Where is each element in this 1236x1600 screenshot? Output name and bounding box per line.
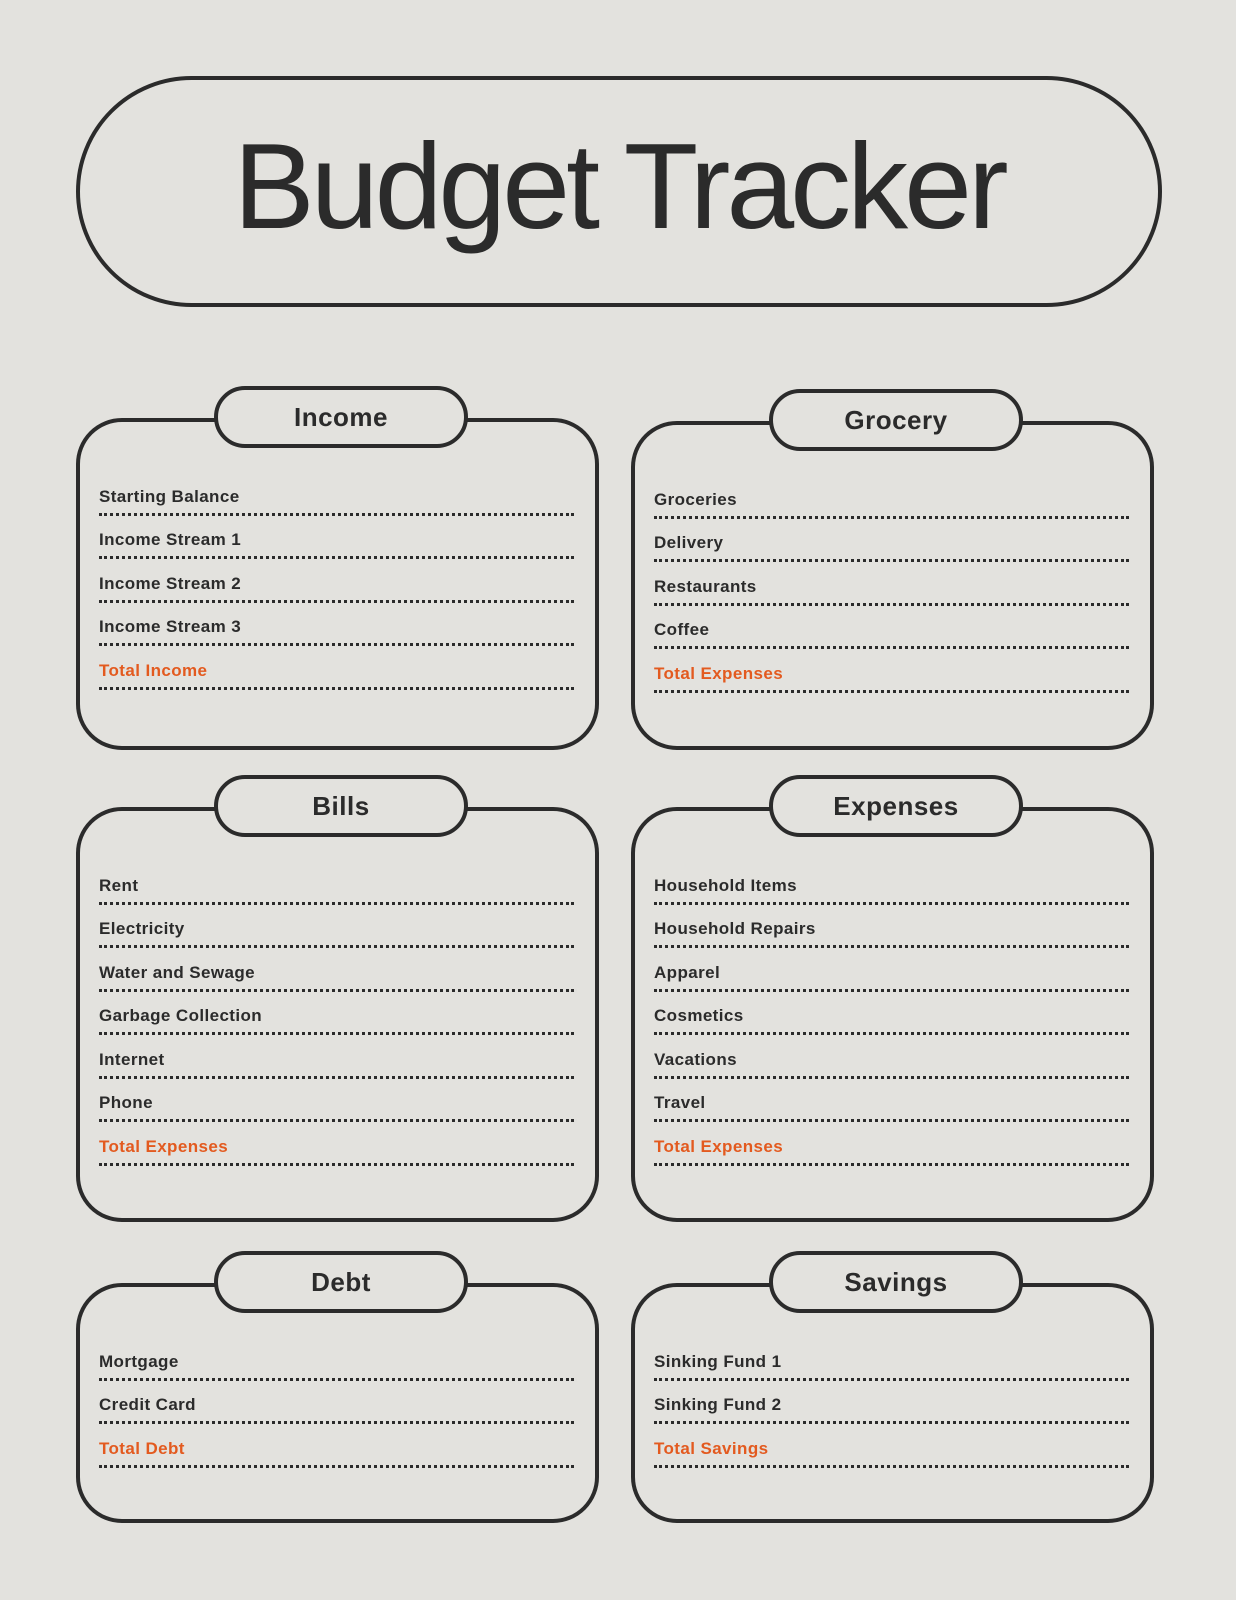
page-title: Budget Tracker bbox=[233, 117, 1008, 254]
list-item[interactable]: Income Stream 1 bbox=[99, 516, 574, 559]
list-item[interactable]: Sinking Fund 1 bbox=[654, 1337, 1129, 1381]
total-label: Total Expenses bbox=[654, 663, 784, 683]
list-item[interactable]: Electricity bbox=[99, 905, 574, 948]
list-item[interactable]: Sinking Fund 2 bbox=[654, 1381, 1129, 1424]
list-item[interactable]: Credit Card bbox=[99, 1381, 574, 1424]
item-label: Internet bbox=[99, 1049, 165, 1069]
section-rows: Groceries Delivery Restaurants Coffee Total … bbox=[654, 475, 1129, 693]
list-item[interactable]: Apparel bbox=[654, 948, 1129, 992]
total-row[interactable]: Total Expenses bbox=[654, 649, 1129, 693]
total-row[interactable]: Total Expenses bbox=[99, 1122, 574, 1166]
list-item[interactable]: Mortgage bbox=[99, 1337, 574, 1381]
section-rows: Household Items Household Repairs Apparel C… bbox=[654, 861, 1129, 1166]
section-rows: Sinking Fund 1 Sinking Fund 2 Total Saving… bbox=[654, 1337, 1129, 1468]
section-heading: Expenses bbox=[769, 775, 1023, 837]
list-item[interactable]: Garbage Collection bbox=[99, 992, 574, 1035]
item-label: Cosmetics bbox=[654, 1006, 744, 1025]
item-label: Sinking Fund 2 bbox=[654, 1395, 782, 1414]
section-bills: Bills Rent Electricity Water and Sewage Garb… bbox=[76, 775, 599, 1222]
list-item[interactable]: Rent bbox=[99, 861, 574, 905]
item-label: Starting Balance bbox=[99, 486, 240, 506]
section-income: Income Starting Balance Income Stream 1 Inc… bbox=[76, 386, 599, 750]
title-banner: Budget Tracker bbox=[76, 76, 1162, 307]
item-label: Income Stream 3 bbox=[99, 617, 242, 636]
list-item[interactable]: Vacations bbox=[654, 1035, 1129, 1079]
section-savings: Savings Sinking Fund 1 Sinking Fund 2 Total… bbox=[631, 1251, 1154, 1523]
list-item[interactable]: Travel bbox=[654, 1079, 1129, 1122]
total-label: Total Savings bbox=[654, 1438, 769, 1458]
total-label: Total Debt bbox=[99, 1438, 185, 1458]
item-label: Sinking Fund 1 bbox=[654, 1351, 782, 1371]
total-row[interactable]: Total Debt bbox=[99, 1424, 574, 1468]
item-label: Groceries bbox=[654, 489, 737, 509]
list-item[interactable]: Starting Balance bbox=[99, 472, 574, 516]
item-label: Delivery bbox=[654, 533, 724, 552]
section-heading: Grocery bbox=[769, 389, 1023, 451]
list-item[interactable]: Water and Sewage bbox=[99, 948, 574, 992]
item-label: Income Stream 1 bbox=[99, 530, 242, 549]
section-expenses: Expenses Household Items Household Repairs… bbox=[631, 775, 1154, 1222]
list-item[interactable]: Income Stream 3 bbox=[99, 603, 574, 646]
list-item[interactable]: Coffee bbox=[654, 606, 1129, 649]
total-row[interactable]: Total Expenses bbox=[654, 1122, 1129, 1166]
list-item[interactable]: Delivery bbox=[654, 519, 1129, 562]
list-item[interactable]: Cosmetics bbox=[654, 992, 1129, 1035]
section-rows: Rent Electricity Water and Sewage Garbage C… bbox=[99, 861, 574, 1166]
item-label: Electricity bbox=[99, 919, 185, 938]
section-heading: Debt bbox=[214, 1251, 468, 1313]
section-heading: Savings bbox=[769, 1251, 1023, 1313]
section-rows: Starting Balance Income Stream 1 Income St… bbox=[99, 472, 574, 690]
item-label: Coffee bbox=[654, 620, 710, 639]
item-label: Rent bbox=[99, 875, 139, 895]
total-label: Total Expenses bbox=[654, 1136, 784, 1156]
section-debt: Debt Mortgage Credit Card Total Debt bbox=[76, 1251, 599, 1523]
list-item[interactable]: Groceries bbox=[654, 475, 1129, 519]
section-grocery: Grocery Groceries Delivery Restaurants Coffe… bbox=[631, 389, 1154, 750]
total-row[interactable]: Total Income bbox=[99, 646, 574, 690]
list-item[interactable]: Income Stream 2 bbox=[99, 559, 574, 603]
item-label: Apparel bbox=[654, 962, 721, 982]
item-label: Mortgage bbox=[99, 1351, 179, 1371]
list-item[interactable]: Internet bbox=[99, 1035, 574, 1079]
item-label: Travel bbox=[654, 1093, 706, 1112]
item-label: Restaurants bbox=[654, 576, 757, 596]
total-label: Total Income bbox=[99, 660, 208, 680]
item-label: Vacations bbox=[654, 1049, 737, 1069]
list-item[interactable]: Restaurants bbox=[654, 562, 1129, 606]
item-label: Household Repairs bbox=[654, 919, 816, 938]
item-label: Water and Sewage bbox=[99, 962, 255, 982]
total-label: Total Expenses bbox=[99, 1136, 229, 1156]
item-label: Phone bbox=[99, 1093, 153, 1112]
list-item[interactable]: Household Repairs bbox=[654, 905, 1129, 948]
total-row[interactable]: Total Savings bbox=[654, 1424, 1129, 1468]
item-label: Credit Card bbox=[99, 1395, 196, 1414]
section-rows: Mortgage Credit Card Total Debt bbox=[99, 1337, 574, 1468]
section-heading: Income bbox=[214, 386, 468, 448]
item-label: Income Stream 2 bbox=[99, 573, 242, 593]
item-label: Garbage Collection bbox=[99, 1006, 263, 1025]
list-item[interactable]: Phone bbox=[99, 1079, 574, 1122]
list-item[interactable]: Household Items bbox=[654, 861, 1129, 905]
section-heading: Bills bbox=[214, 775, 468, 837]
item-label: Household Items bbox=[654, 875, 797, 895]
